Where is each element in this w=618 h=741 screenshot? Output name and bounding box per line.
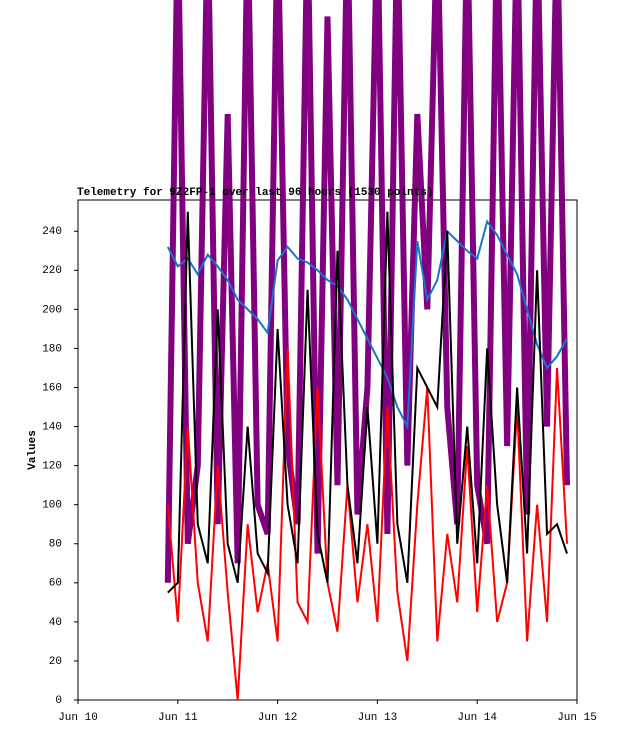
y-tick-label: 100: [42, 500, 62, 512]
y-tick-label: 120: [42, 461, 62, 473]
y-tick-label: 180: [42, 343, 62, 355]
series-line: [166, 219, 568, 431]
y-tick-label: 20: [49, 656, 62, 668]
y-tick-label: 60: [49, 578, 62, 590]
series-line: [167, 211, 568, 594]
x-tick-label: Jun 14: [457, 712, 497, 724]
x-tick-label: Jun 13: [358, 712, 398, 724]
y-axis-label: Values: [27, 430, 39, 470]
chart-title: Telemetry for 9Z2FP-1 over last 96 hours…: [77, 187, 433, 199]
y-tick-label: 160: [42, 382, 62, 394]
y-tick-label: 140: [42, 421, 62, 433]
series-line: [166, 348, 569, 701]
series-line: [164, 0, 571, 583]
y-tick-label: 80: [49, 539, 62, 551]
y-tick-label: 200: [42, 304, 62, 316]
y-tick-label: 0: [55, 695, 62, 707]
x-tick-label: Jun 12: [258, 712, 298, 724]
y-tick-label: 40: [49, 617, 62, 629]
x-tick-label: Jun 11: [158, 712, 198, 724]
plot-frame: [77, 199, 578, 701]
y-tick-label: 220: [42, 265, 62, 277]
x-tick-label: Jun 10: [58, 712, 98, 724]
y-tick-label: 240: [42, 226, 62, 238]
x-tick-label: Jun 15: [557, 712, 597, 724]
